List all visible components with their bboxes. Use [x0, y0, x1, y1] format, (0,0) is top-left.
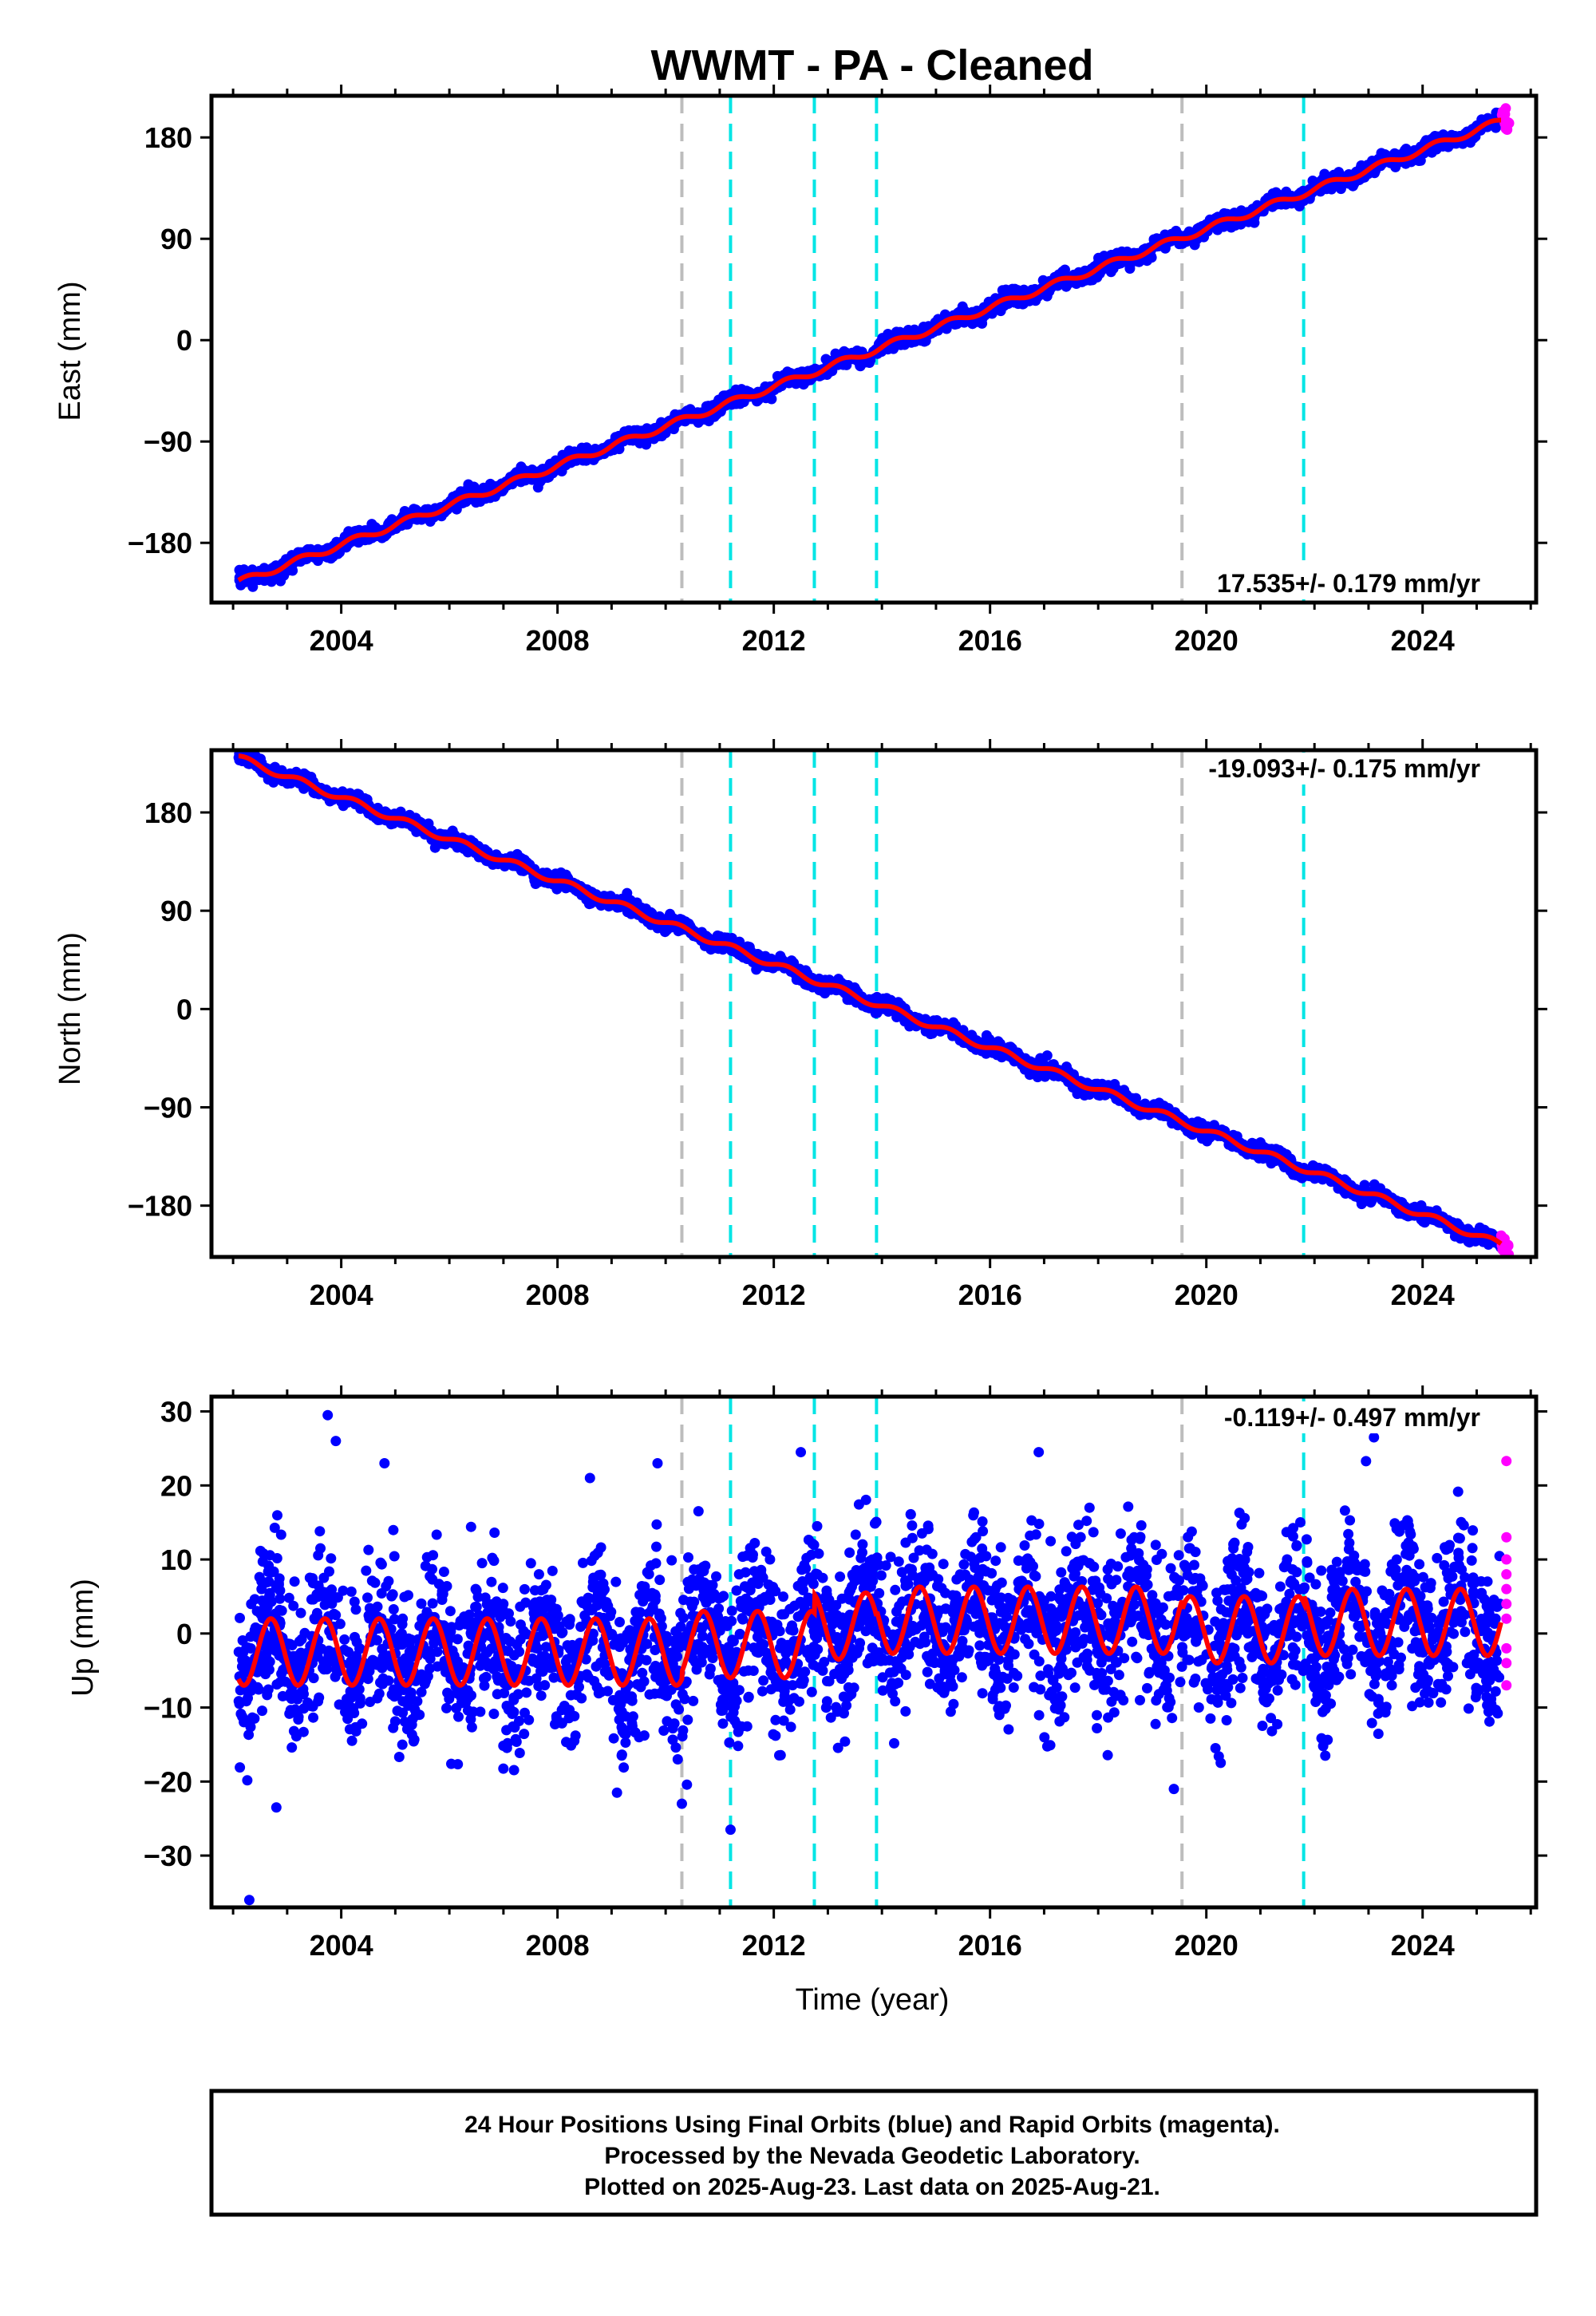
east-final-point: [1438, 129, 1449, 140]
east-final-point: [1009, 283, 1021, 294]
east-final-point: [998, 300, 1009, 311]
east-ytick-label: 180: [144, 121, 192, 154]
east-rate-label-bg: [1213, 567, 1483, 599]
north-plot-area: [233, 750, 1515, 1257]
east-plot-area: [234, 96, 1515, 603]
east-final-point: [532, 482, 543, 493]
east-final-point: [899, 339, 911, 350]
east-xtick-label: 2020: [1175, 624, 1238, 657]
east-frame: [209, 93, 1539, 605]
east-final-point: [1092, 272, 1103, 283]
east-final-point: [1415, 155, 1426, 166]
east-final-point: [1016, 298, 1027, 309]
east-xtick-label: 2012: [742, 624, 806, 657]
east-xtick-label: 2008: [526, 624, 590, 657]
east-final-point: [425, 516, 436, 527]
east-y-axis-label: East (mm): [53, 281, 87, 421]
chart-title: WWMT - PA - Cleaned: [651, 41, 1094, 89]
east-rapid-point: [1502, 124, 1513, 135]
east-final-point: [581, 442, 592, 453]
east-ytick-label: −90: [144, 425, 192, 458]
east-final-point: [738, 397, 749, 408]
east-xtick-label: 2004: [310, 624, 373, 657]
north-y-axis-label: North (mm): [53, 932, 87, 1085]
east-ytick-label: 90: [160, 223, 192, 255]
east-final-point: [401, 519, 412, 530]
east-final-point: [855, 361, 866, 372]
east-model-line: [237, 117, 1501, 583]
east-ytick-label: −180: [128, 527, 192, 559]
east-final-point: [854, 346, 865, 358]
east-rate-label: 17.535+/- 0.179 mm/yr: [1217, 569, 1480, 598]
east-final-point: [563, 445, 575, 456]
north-final-point: [993, 1036, 1004, 1047]
east-final-point: [1400, 144, 1410, 156]
east-xtick-label: 2024: [1391, 624, 1455, 657]
east-xtick-label: 2016: [958, 624, 1022, 657]
east-ytick-label: 0: [176, 324, 192, 357]
east-panel: East (mm) −180 −90 0 90 180 2004 2008 2012 2016 2…: [53, 85, 1547, 657]
east-final-point: [463, 479, 474, 490]
east-rapid-point: [1499, 109, 1511, 120]
east-final-point: [1060, 264, 1070, 275]
east-final-point: [1093, 252, 1104, 263]
